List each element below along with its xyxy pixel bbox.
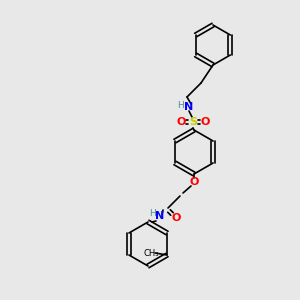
Text: O: O	[171, 213, 181, 223]
Text: O: O	[176, 117, 186, 127]
Text: N: N	[184, 102, 194, 112]
Text: H: H	[178, 100, 184, 109]
Text: CH₃: CH₃	[143, 248, 159, 257]
Text: N: N	[155, 211, 165, 221]
Text: S: S	[189, 117, 197, 127]
Text: H: H	[150, 208, 156, 217]
Text: O: O	[200, 117, 210, 127]
Text: O: O	[189, 177, 199, 187]
